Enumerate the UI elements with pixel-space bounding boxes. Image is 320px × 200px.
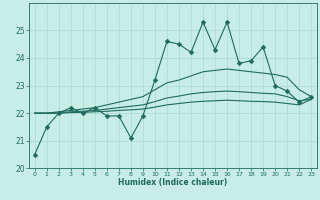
X-axis label: Humidex (Indice chaleur): Humidex (Indice chaleur) [118,178,228,187]
